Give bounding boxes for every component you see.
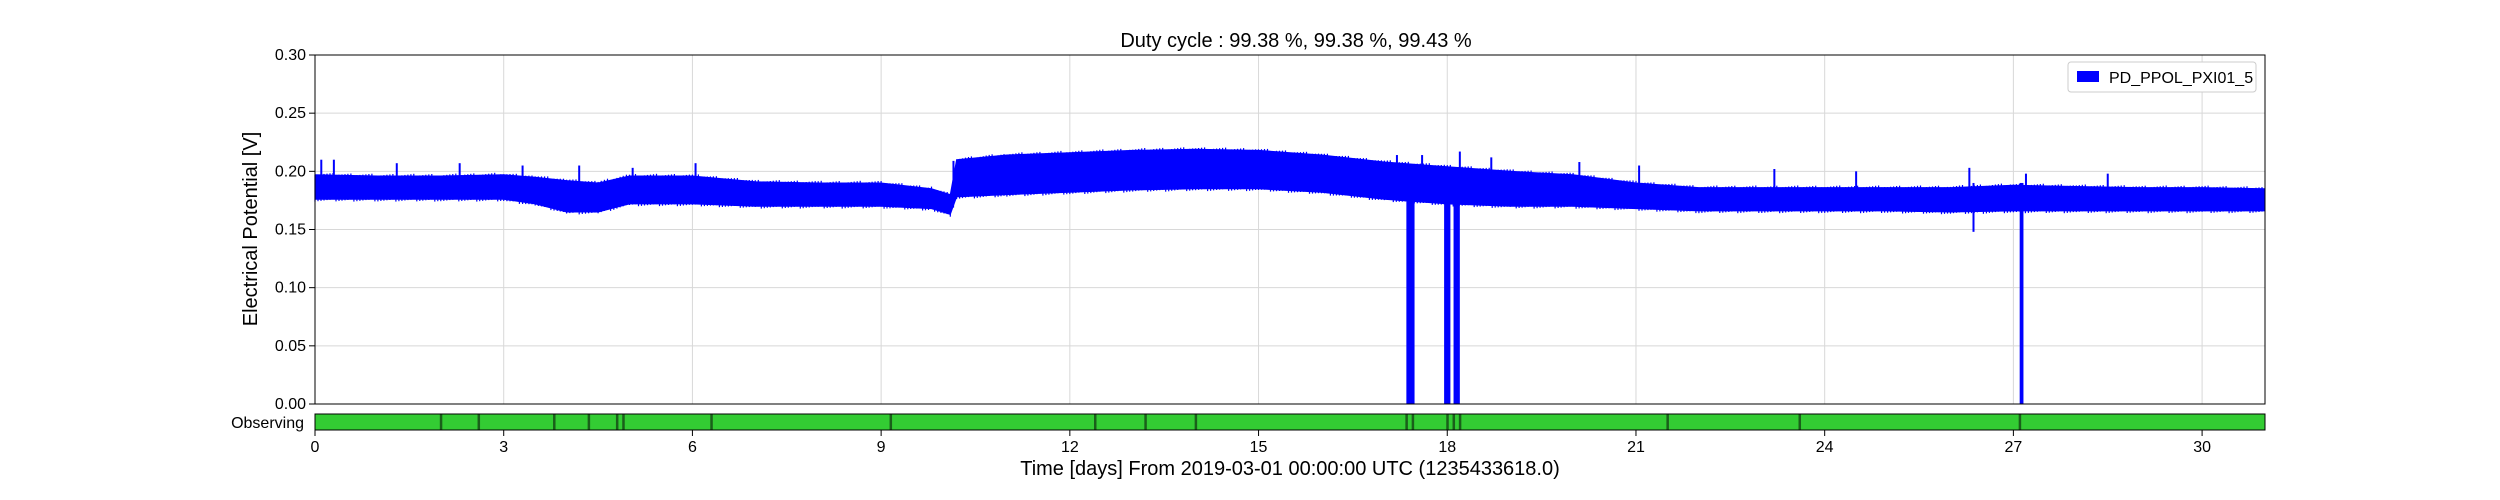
y-axis-label: Electrical Potential [V]	[240, 132, 262, 327]
x-tick-label: 15	[1250, 439, 1268, 456]
y-tick-label: 0.30	[275, 47, 306, 64]
x-tick-label: 27	[2004, 439, 2022, 456]
x-tick-label: 12	[1061, 439, 1079, 456]
y-tick-label: 0.25	[275, 105, 306, 122]
segment-gap	[1798, 414, 1802, 430]
segment-gap	[2018, 414, 2022, 430]
legend-label: PD_PPOL_PXI01_5	[2109, 70, 2253, 87]
segment-gap	[587, 414, 591, 430]
segment-gap	[477, 414, 481, 430]
x-axis: 0 3 6 9 12 15 18 21 24 27 30	[311, 430, 2211, 456]
segment-label: Observing	[231, 415, 304, 432]
series-dropout	[1444, 182, 1451, 404]
y-tick-label: 0.00	[275, 396, 306, 413]
x-axis-label: Time [days] From 2019-03-01 00:00:00 UTC…	[1020, 458, 1560, 480]
x-tick-label: 9	[877, 439, 886, 456]
chart-title: Duty cycle : 99.38 %, 99.38 %, 99.43 %	[1120, 30, 1472, 52]
series-dropout	[1972, 182, 1975, 232]
segment-gap	[1446, 414, 1449, 430]
series-dropout	[1406, 182, 1415, 404]
x-tick-label: 3	[499, 439, 508, 456]
y-tick-label: 0.10	[275, 280, 306, 297]
x-tick-label: 18	[1438, 439, 1456, 456]
segment-gap	[1458, 414, 1462, 430]
x-tick-label: 30	[2193, 439, 2211, 456]
segment-gap	[553, 414, 556, 430]
segment-gap	[1666, 414, 1669, 430]
series-layer	[314, 147, 2266, 404]
segment-gap	[889, 414, 893, 430]
segment-gap	[1405, 414, 1408, 430]
x-tick-label: 0	[311, 439, 320, 456]
segment-gap	[1194, 414, 1198, 430]
legend[interactable]: PD_PPOL_PXI01_5	[2067, 61, 2257, 93]
y-tick-label: 0.05	[275, 338, 306, 355]
segment-gap	[622, 414, 625, 430]
y-axis: 0.00 0.05 0.10 0.15 0.20 0.25 0.30	[275, 47, 315, 413]
series-dropout	[1453, 182, 1460, 404]
segment-gap	[1452, 414, 1456, 430]
y-tick-label: 0.15	[275, 222, 306, 239]
segment-frame	[314, 413, 2266, 431]
x-tick-label: 24	[1816, 439, 1834, 456]
y-tick-label: 0.20	[275, 163, 306, 180]
segment-gap	[1094, 414, 1097, 430]
segment-gap	[1411, 414, 1415, 430]
series-dropout	[2019, 182, 2024, 404]
segment-gap	[615, 414, 619, 430]
segment-gap	[439, 414, 443, 430]
observing-segment-bar	[315, 414, 2265, 430]
x-tick-label: 6	[688, 439, 697, 456]
legend-box	[2067, 61, 2257, 93]
segment-gap	[1144, 414, 1147, 430]
segment-gaps	[439, 414, 2022, 430]
legend-swatch	[2077, 71, 2099, 82]
x-tick-label: 21	[1627, 439, 1645, 456]
segment-gap	[710, 414, 713, 430]
